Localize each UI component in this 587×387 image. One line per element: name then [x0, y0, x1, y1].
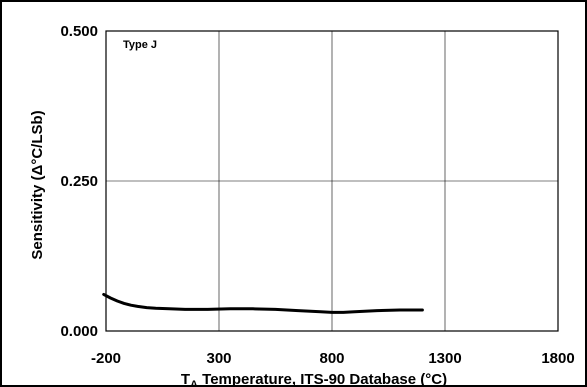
plot-area — [105, 30, 559, 332]
type-annotation: Type J — [123, 39, 157, 51]
y-tick-label: 0.000 — [60, 323, 98, 340]
x-tick-label: 300 — [206, 350, 231, 367]
x-tick-label: -200 — [91, 350, 121, 367]
grid-lines — [106, 31, 558, 331]
x-axis-title-rest: Temperature, ITS-90 Database (°C) — [198, 371, 447, 385]
x-axis-title-subscript: A — [190, 379, 198, 385]
sensitivity-line — [102, 292, 424, 314]
data-series — [102, 292, 424, 314]
tick-labels: -200 300 800 1300 1800 0.000 0.250 0.500 — [60, 23, 574, 367]
y-tick-label: 0.500 — [60, 23, 98, 40]
x-tick-label: 1800 — [541, 350, 574, 367]
x-axis-title: TA Temperature, ITS-90 Database (°C) — [181, 371, 447, 385]
x-tick-label: 800 — [319, 350, 344, 367]
x-axis-title-prefix: T — [181, 371, 190, 385]
y-axis-title: Sensitivity (Δ°C/LSb) — [29, 110, 46, 259]
x-tick-label: 1300 — [428, 350, 461, 367]
y-tick-label: 0.250 — [60, 173, 98, 190]
